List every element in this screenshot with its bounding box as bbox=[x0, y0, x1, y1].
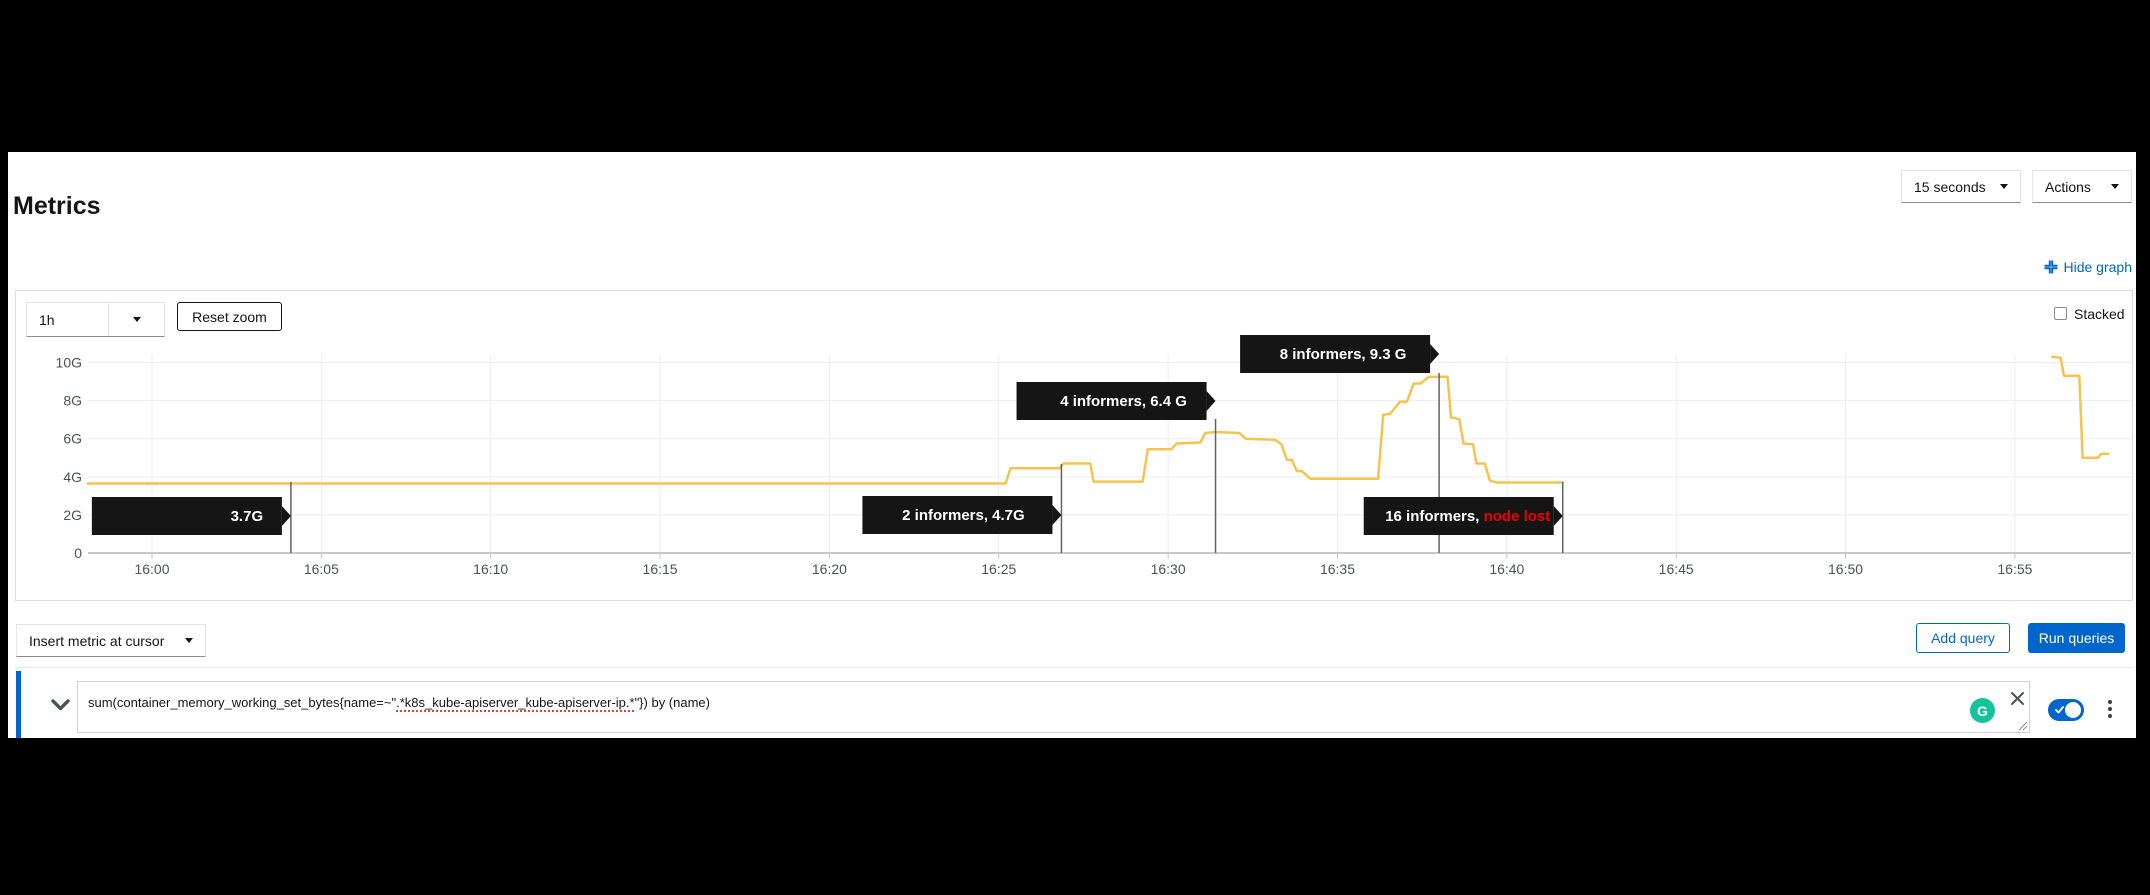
hide-graph-label: Hide graph bbox=[2063, 259, 2133, 275]
x-tick-label: 16:50 bbox=[1828, 561, 1863, 577]
add-query-button[interactable]: Add query bbox=[1916, 623, 2010, 653]
run-queries-button[interactable]: Run queries bbox=[2028, 623, 2125, 653]
annotation-tooltip-arrow bbox=[1052, 505, 1062, 525]
annotation-tooltip bbox=[862, 496, 1053, 534]
query-expression-input[interactable]: sum(container_memory_working_set_bytes{n… bbox=[77, 681, 2030, 733]
compress-icon bbox=[2044, 260, 2057, 274]
annotation-tooltip-arrow bbox=[1206, 391, 1216, 411]
annotation-tooltip bbox=[1016, 382, 1207, 420]
y-tick-label: 8G bbox=[63, 393, 82, 409]
query-text-before: sum(container_memory_working_set_bytes{n… bbox=[88, 695, 397, 710]
kebab-menu[interactable] bbox=[2108, 700, 2112, 718]
annotation-tooltip bbox=[1240, 335, 1431, 373]
toggle-knob bbox=[2065, 702, 2081, 718]
page-title: Metrics bbox=[13, 192, 101, 220]
annotation-tooltip-arrow bbox=[1553, 506, 1563, 526]
y-tick-label: 10G bbox=[56, 355, 82, 371]
annotation-tooltip-text: 2 informers, 4.7G bbox=[902, 507, 1025, 524]
graph-panel bbox=[15, 290, 2133, 601]
annotation-tooltip bbox=[1363, 497, 1554, 535]
query-text-underlined: .*k8s_kube-apiserver_kube-apiserver-ip.* bbox=[396, 695, 635, 710]
insert-metric-select[interactable]: Insert metric at cursor bbox=[16, 624, 206, 657]
x-tick-label: 16:35 bbox=[1320, 561, 1355, 577]
metrics-chart[interactable]: 16:00 16:05 16:10 16:15 16:20 16:25 16:30 16:35… bbox=[8, 152, 2136, 738]
y-tick-label: 4G bbox=[63, 469, 82, 485]
x-tick-label: 16:30 bbox=[1151, 561, 1186, 577]
hide-graph-link[interactable]: Hide graph bbox=[2044, 258, 2133, 276]
caret-down-icon bbox=[185, 638, 193, 643]
x-tick-label: 16:55 bbox=[1997, 561, 2032, 577]
actions-label: Actions bbox=[2045, 178, 2091, 195]
query-enabled-toggle[interactable] bbox=[2048, 699, 2084, 721]
caret-down-icon bbox=[2000, 184, 2008, 189]
insert-metric-value: Insert metric at cursor bbox=[29, 632, 165, 649]
duration-value: 1h bbox=[39, 311, 55, 328]
x-tick-label: 16:10 bbox=[473, 561, 508, 577]
reset-zoom-button[interactable]: Reset zoom bbox=[177, 302, 282, 331]
y-tick-label: 2G bbox=[63, 507, 82, 523]
x-tick-label: 16:05 bbox=[304, 561, 339, 577]
x-tick-label: 16:15 bbox=[643, 561, 678, 577]
close-icon[interactable] bbox=[2010, 691, 2025, 706]
x-tick-label: 16:45 bbox=[1659, 561, 1694, 577]
refresh-interval-select[interactable]: 15 seconds bbox=[1901, 170, 2021, 203]
caret-down-icon bbox=[132, 317, 141, 322]
y-tick-label: 6G bbox=[63, 431, 82, 447]
annotation-tooltip-text: 8 informers, 9.3 G bbox=[1280, 346, 1407, 363]
metric-series-line bbox=[86, 375, 1564, 485]
x-tick-label: 16:20 bbox=[812, 561, 847, 577]
stacked-checkbox[interactable] bbox=[2054, 307, 2067, 320]
duration-select[interactable]: 1h bbox=[26, 302, 165, 337]
query-row-accent-bar bbox=[16, 671, 21, 738]
metric-series-line bbox=[2050, 355, 2110, 460]
metrics-page: Metrics 15 seconds Actions Hide graph 1h… bbox=[8, 152, 2136, 738]
annotation-tooltip-arrow bbox=[1430, 344, 1440, 364]
actions-dropdown[interactable]: Actions bbox=[2032, 170, 2132, 203]
grammarly-icon[interactable]: G bbox=[1970, 698, 1995, 723]
x-tick-label: 16:00 bbox=[134, 561, 169, 577]
caret-down-icon bbox=[2111, 184, 2119, 189]
check-icon bbox=[2055, 706, 2064, 714]
annotation-tooltip bbox=[91, 497, 282, 535]
x-tick-label: 16:40 bbox=[1489, 561, 1524, 577]
y-tick-label: 0 bbox=[74, 545, 82, 561]
annotation-tooltip-text: 3.7G bbox=[231, 508, 264, 525]
chevron-down-icon[interactable] bbox=[51, 699, 70, 711]
x-tick-label: 16:25 bbox=[981, 561, 1016, 577]
annotation-tooltip-text: 16 informers, node lost bbox=[1385, 508, 1550, 525]
resize-handle[interactable] bbox=[2016, 719, 2028, 731]
query-row-separator bbox=[15, 667, 2133, 668]
query-text-after: "}) by (name) bbox=[634, 695, 710, 710]
refresh-interval-value: 15 seconds bbox=[1914, 178, 1986, 195]
annotation-tooltip-arrow bbox=[281, 506, 291, 526]
annotation-tooltip-text: 4 informers, 6.4 G bbox=[1060, 393, 1187, 410]
stacked-label: Stacked bbox=[2074, 306, 2125, 322]
